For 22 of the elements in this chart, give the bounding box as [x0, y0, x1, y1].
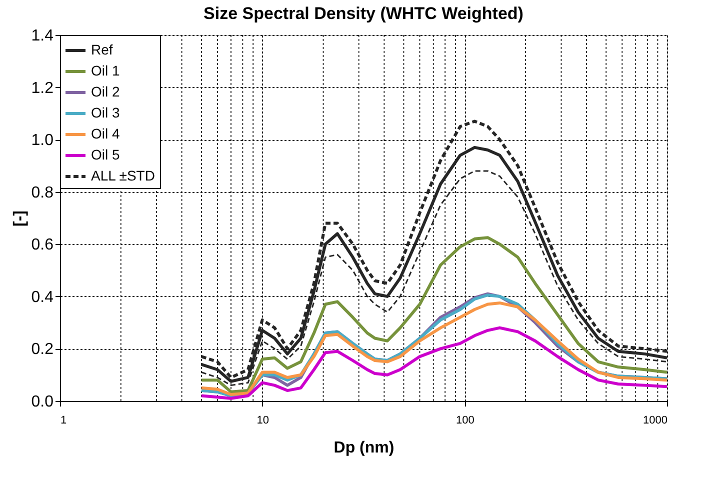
x-tick-label: 1000 — [643, 414, 668, 426]
x-axis-title: Dp (nm) — [334, 440, 394, 456]
y-tick-label: 1.4 — [31, 28, 54, 44]
y-tick-label: 0.6 — [31, 236, 54, 254]
chart-title: Size Spectral Density (WHTC Weighted) — [204, 4, 524, 23]
y-tick-label: 1.0 — [31, 132, 54, 150]
x-tick-label: 1 — [60, 414, 67, 426]
legend-label: ALL ±STD — [91, 168, 155, 184]
legend-label: Ref — [91, 42, 113, 58]
y-tick-label: 0.0 — [31, 394, 54, 410]
legend-label: Oil 2 — [91, 84, 120, 100]
legend-label: Oil 4 — [91, 126, 120, 142]
y-tick-label: 0.4 — [31, 288, 54, 306]
legend-label: Oil 5 — [91, 146, 120, 162]
legend-label: Oil 1 — [91, 62, 120, 78]
y-axis-title: [-] — [11, 210, 28, 226]
y-tick-label: 0.8 — [31, 184, 54, 202]
x-tick-label: 100 — [456, 414, 474, 426]
legend-label: Oil 3 — [91, 104, 120, 120]
y-tick-label: 0.2 — [31, 341, 54, 358]
y-tick-label: 1.2 — [31, 80, 54, 97]
x-tick-label: 10 — [256, 414, 269, 426]
